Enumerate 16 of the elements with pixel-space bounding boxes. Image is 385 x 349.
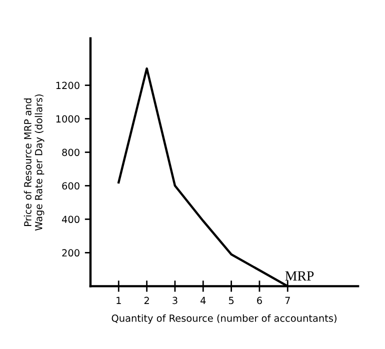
series-label: MRP — [285, 271, 314, 280]
y-tick-label: 800 — [62, 148, 80, 156]
x-tick-label: 4 — [200, 296, 206, 304]
x-tick-label: 2 — [144, 296, 149, 304]
x-axis-title: Quantity of Resource (number of accountants) — [112, 314, 336, 324]
y-tick-label: 1200 — [56, 82, 80, 90]
x-tick-label: 5 — [228, 296, 234, 304]
x-tick-label: 6 — [257, 296, 262, 304]
y-tick-label: 400 — [62, 216, 80, 224]
x-tick-label: 7 — [285, 296, 290, 304]
y-tick-label: 600 — [62, 182, 80, 190]
y-axis-title: Price of Resource MRP and Wage Rate per Day (dollars) — [24, 94, 44, 231]
y-tick-label: 1000 — [56, 115, 80, 123]
x-tick-label: 1 — [116, 296, 121, 304]
y-tick-label: 200 — [62, 249, 80, 257]
x-tick-label: 3 — [172, 296, 178, 304]
